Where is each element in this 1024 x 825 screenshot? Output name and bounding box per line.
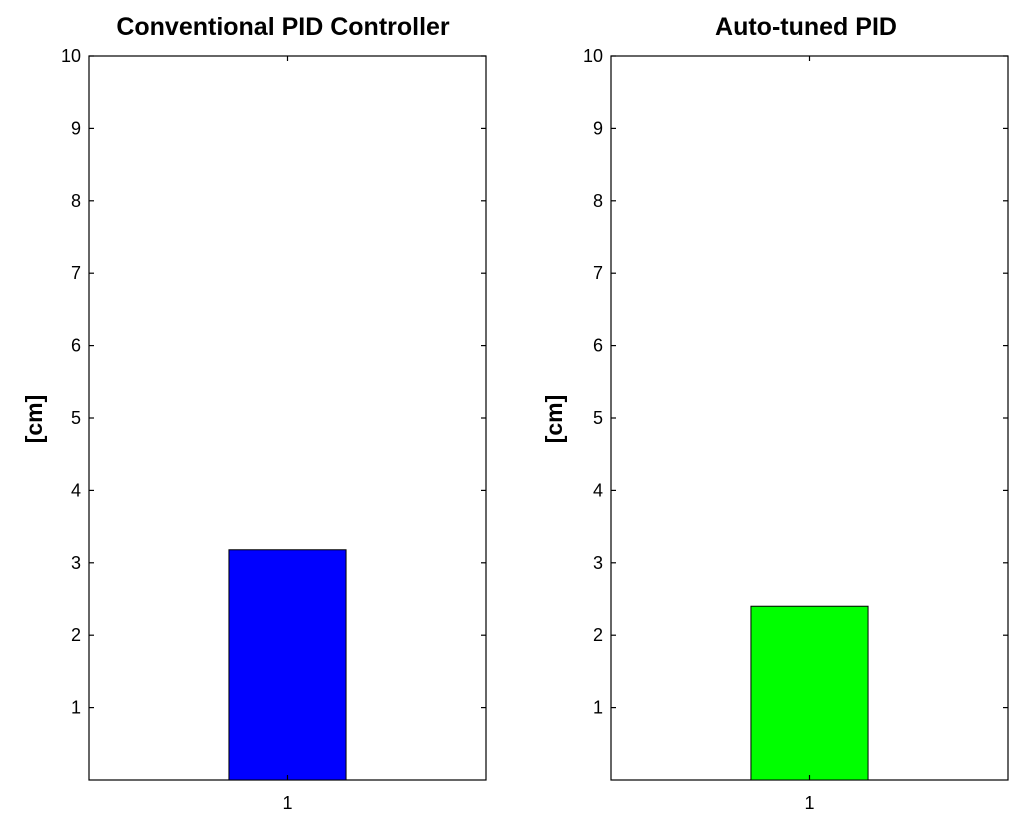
right-y-tick-label: 8 <box>593 191 603 211</box>
right-y-tick-label: 3 <box>593 553 603 573</box>
left-y-tick-label: 8 <box>71 191 81 211</box>
right-y-tick-label: 4 <box>593 480 603 500</box>
right-y-tick-label: 1 <box>593 698 603 718</box>
right-y-tick-label: 5 <box>593 408 603 428</box>
right-y-tick-label: 2 <box>593 625 603 645</box>
left-chart-panel: Conventional PID Controller [cm] 1 1 2 3 4 5 6… <box>21 13 487 813</box>
right-y-tick-label: 7 <box>593 263 603 283</box>
left-y-tick-label: 1 <box>71 698 81 718</box>
left-y-axis-label: [cm] <box>21 395 47 444</box>
left-y-tick-label: 2 <box>71 625 81 645</box>
right-y-axis-label: [cm] <box>541 395 567 444</box>
right-chart-panel: Auto-tuned PID [cm] 1 1 2 3 4 5 6 7 8 9 10 <box>541 13 1009 813</box>
left-x-tick-label: 1 <box>282 793 292 813</box>
left-y-tick-label: 5 <box>71 408 81 428</box>
right-y-tick-label: 10 <box>583 46 603 66</box>
left-y-tick-label: 10 <box>61 46 81 66</box>
left-chart-title: Conventional PID Controller <box>116 13 450 41</box>
left-y-tick-label: 6 <box>71 336 81 356</box>
left-y-tick-label: 7 <box>71 263 81 283</box>
right-y-tick-label: 9 <box>593 118 603 138</box>
right-chart-title: Auto-tuned PID <box>715 13 897 41</box>
right-bar-1 <box>750 605 869 781</box>
right-y-tick-label: 6 <box>593 336 603 356</box>
left-y-tick-label: 3 <box>71 553 81 573</box>
right-x-tick-label: 1 <box>804 793 814 813</box>
left-y-tick-label: 4 <box>71 480 81 500</box>
left-bar-1 <box>228 549 347 781</box>
left-y-tick-label: 9 <box>71 118 81 138</box>
